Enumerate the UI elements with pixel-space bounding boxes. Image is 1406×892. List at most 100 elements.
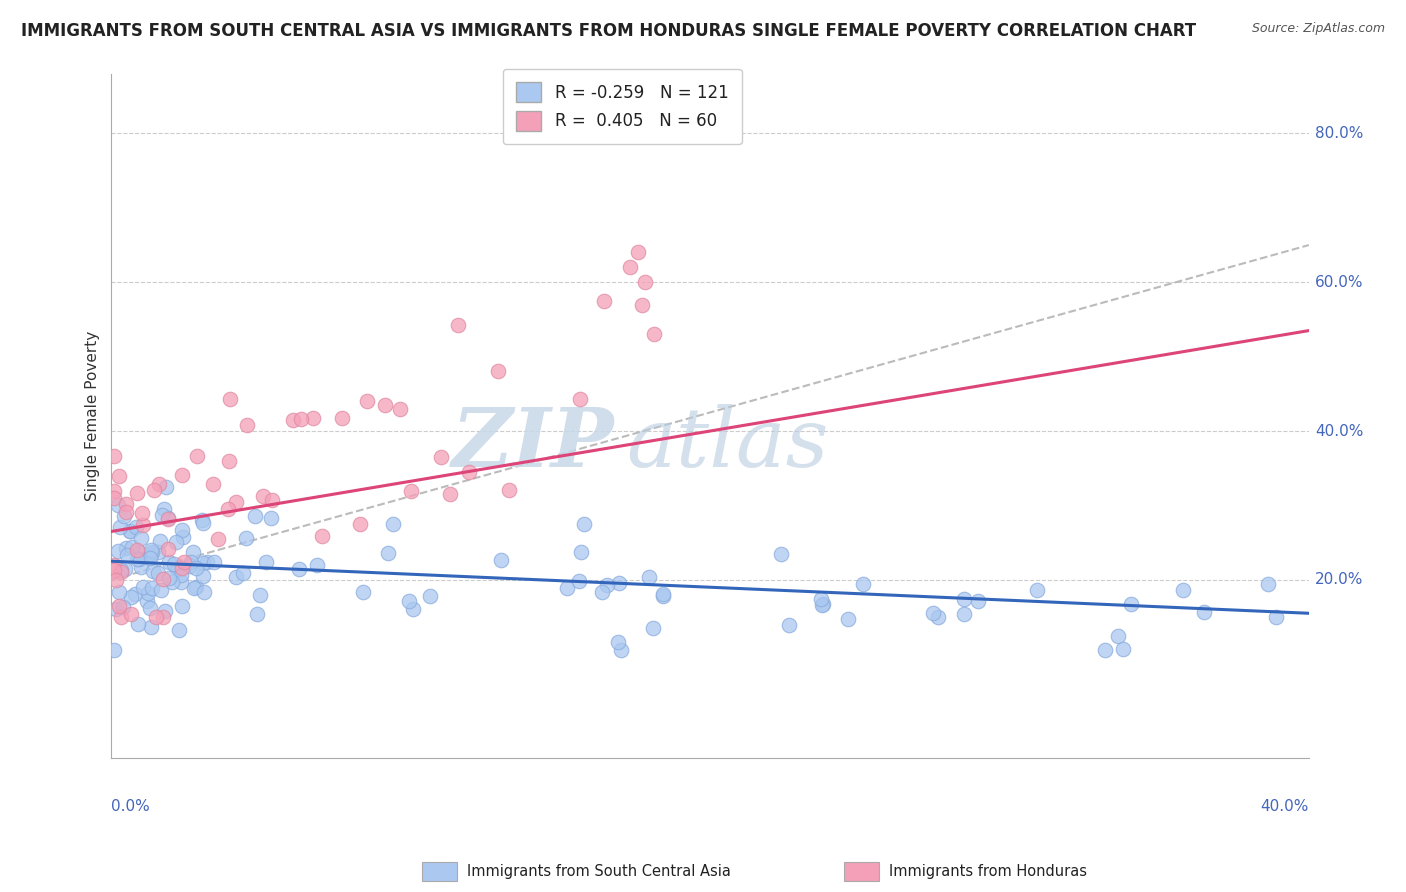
Point (595, 577, 617, 591)
Point (166, 562, 188, 576)
Point (149, 534, 172, 549)
Point (120, 607, 142, 621)
Point (627, 245, 650, 260)
Point (568, 392, 591, 406)
Point (138, 550, 160, 565)
Point (377, 546, 399, 560)
Point (769, 547, 792, 561)
Point (349, 516, 371, 531)
Point (131, 507, 153, 521)
Text: 20.0%: 20.0% (1315, 573, 1364, 587)
Point (389, 401, 412, 416)
Point (139, 547, 162, 561)
Point (127, 552, 149, 566)
Point (193, 584, 215, 599)
Point (152, 572, 174, 586)
Text: IMMIGRANTS FROM SOUTH CENTRAL ASIA VS IMMIGRANTS FROM HONDURAS SINGLE FEMALE POV: IMMIGRANTS FROM SOUTH CENTRAL ASIA VS IM… (21, 22, 1197, 40)
Point (107, 585, 129, 599)
Point (330, 411, 353, 425)
Point (104, 601, 127, 615)
Point (252, 489, 274, 503)
Point (183, 581, 205, 595)
Point (105, 573, 128, 587)
Point (606, 635, 628, 649)
Point (150, 583, 173, 598)
Point (202, 477, 225, 491)
Point (156, 511, 179, 525)
Point (302, 410, 325, 425)
Point (173, 555, 195, 569)
Point (1257, 577, 1279, 591)
Point (643, 621, 665, 635)
Point (569, 545, 592, 559)
Point (170, 567, 193, 582)
Point (439, 487, 461, 501)
Point (1192, 605, 1215, 619)
Point (128, 545, 150, 559)
Point (155, 480, 177, 494)
Point (922, 606, 945, 620)
Point (131, 560, 153, 574)
Point (652, 587, 675, 601)
Point (165, 534, 187, 549)
Point (148, 566, 170, 580)
Point (202, 555, 225, 569)
Y-axis label: Single Female Poverty: Single Female Poverty (86, 331, 100, 501)
Point (139, 601, 162, 615)
Point (103, 558, 125, 572)
Point (107, 499, 129, 513)
Point (120, 590, 142, 604)
Point (170, 575, 193, 590)
Point (112, 509, 135, 524)
Point (498, 483, 520, 497)
Point (191, 568, 214, 582)
Point (191, 516, 214, 530)
Point (225, 570, 247, 584)
Point (1264, 610, 1286, 624)
Point (180, 555, 202, 569)
Text: 0.0%: 0.0% (111, 799, 150, 814)
Point (128, 552, 150, 566)
Point (179, 558, 201, 573)
Point (287, 562, 309, 576)
Point (1107, 628, 1129, 642)
Point (374, 399, 396, 413)
Text: Immigrants from Honduras: Immigrants from Honduras (889, 864, 1087, 879)
Point (141, 544, 163, 558)
Text: atlas: atlas (626, 403, 828, 483)
Point (114, 541, 136, 555)
Point (966, 594, 988, 608)
Point (236, 417, 259, 432)
Point (110, 610, 132, 624)
Point (352, 585, 374, 599)
Point (651, 590, 673, 604)
Point (148, 476, 170, 491)
Point (125, 519, 148, 533)
Point (139, 543, 162, 558)
Point (145, 610, 167, 624)
Point (103, 491, 125, 505)
Point (146, 545, 169, 559)
Point (115, 549, 138, 563)
Point (157, 555, 180, 569)
Point (136, 585, 159, 599)
Point (186, 560, 208, 574)
Point (108, 519, 131, 533)
Point (953, 592, 976, 607)
Point (114, 561, 136, 575)
Point (927, 610, 949, 624)
Point (219, 392, 242, 407)
Point (260, 492, 283, 507)
Point (837, 612, 859, 626)
Point (249, 588, 271, 602)
Point (135, 593, 157, 607)
Point (398, 594, 420, 608)
Point (152, 610, 174, 624)
Point (246, 607, 269, 622)
Point (127, 617, 149, 632)
Point (103, 484, 125, 499)
Point (112, 599, 135, 614)
Point (631, 297, 654, 311)
Point (447, 318, 470, 333)
Point (1119, 597, 1142, 611)
